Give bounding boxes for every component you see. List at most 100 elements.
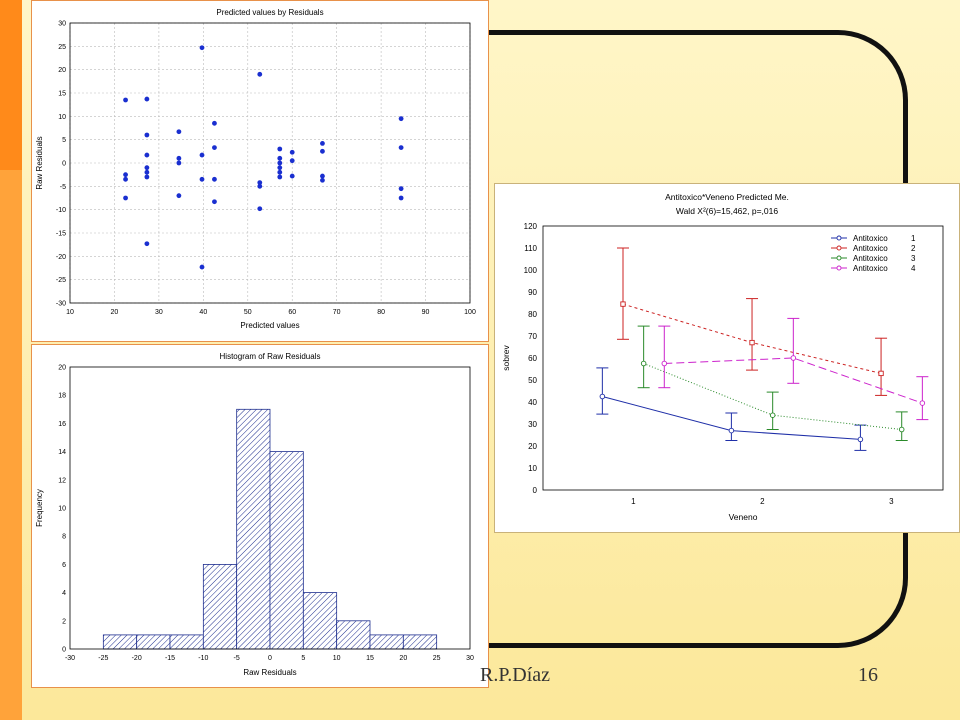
y-tick-label: 25 [58,44,66,51]
data-point [257,183,263,189]
legend-swatch-marker [836,235,842,241]
data-marker [620,301,626,307]
y-tick-label: 20 [58,365,66,372]
y-axis-label: Frequency [35,489,44,527]
histogram-bar [369,634,404,650]
data-point [212,145,217,151]
data-point [320,177,325,183]
data-point [398,116,404,122]
legend-level: 2 [911,244,916,253]
chart-subtitle: Wald X²(6)=15,462, p=,016 [676,206,778,216]
legend-level: 1 [911,234,916,243]
data-point [320,141,325,146]
data-point [398,195,404,201]
x-tick-label: -30 [65,655,75,662]
x-tick-label: 30 [155,309,163,316]
x-tick-label: 5 [301,655,305,662]
x-axis-label: Raw Residuals [243,668,296,677]
legend-swatch-marker [836,255,842,261]
data-marker [898,426,905,433]
x-tick-label: 10 [66,309,74,316]
x-tick-label: 0 [268,655,272,662]
data-point [277,155,283,161]
slide-accent-top [0,0,22,170]
data-point [144,169,150,175]
data-point [289,158,295,164]
y-tick-label: 14 [58,449,66,456]
chart-title: Antitoxico*Veneno Predicted Me. [665,192,789,202]
y-tick-label: 100 [524,266,538,275]
data-marker [769,412,776,418]
histogram-bar [236,408,271,650]
y-tick-label: 4 [62,590,66,597]
series-line [664,357,923,404]
legend-swatch-marker [836,245,842,251]
data-marker [857,436,864,443]
legend-level: 4 [911,264,916,273]
y-tick-label: 70 [528,332,537,341]
x-tick-label: 2 [760,497,765,506]
y-tick-label: 0 [533,486,538,495]
data-marker [878,370,884,377]
x-tick-label: 90 [422,309,430,316]
y-tick-label: -15 [56,231,66,238]
x-axis-label: Predicted values [240,321,299,330]
data-point [144,132,150,138]
data-point [123,176,128,182]
x-tick-label: 40 [199,309,207,316]
x-tick-label: 15 [366,655,374,662]
x-tick-label: 1 [631,497,636,506]
data-marker [790,355,797,361]
y-tick-label: -30 [56,301,66,308]
x-tick-label: -25 [98,655,108,662]
scatter-chart-panel: Predicted values by Residuals 10 20 30 40 50 6… [31,0,489,342]
y-tick-label: -20 [56,254,66,261]
histogram-bar [202,563,238,650]
x-tick-label: 25 [433,655,441,662]
histogram-bar [102,634,138,650]
data-marker [599,393,606,400]
chart-title: Predicted values by Residuals [216,8,323,17]
y-axis-label: sobrev [501,344,511,370]
x-tick-label: -5 [234,655,240,662]
x-tick-label: 20 [399,655,407,662]
data-point [320,173,325,179]
data-point [212,120,217,126]
y-tick-label: 16 [58,421,66,428]
y-axis-label: Raw Residuals [35,136,44,189]
y-tick-label: -10 [56,207,66,214]
data-point [123,97,128,103]
data-point [257,71,263,77]
data-point [398,145,404,151]
data-point [398,186,404,192]
data-point [176,193,182,199]
y-tick-label: 6 [62,562,66,569]
histogram-bar [302,592,338,650]
y-tick-label: 5 [62,137,66,144]
plot-frame [69,22,471,304]
legend-label: Antitoxico [853,244,888,253]
data-point [176,155,182,161]
data-marker [661,360,668,367]
x-tick-label: -15 [165,655,175,662]
histogram-chart-panel: Histogram of Raw Residuals -30 -25 -20 -15 -1… [31,344,489,688]
data-point [144,241,150,247]
data-point [144,152,150,158]
x-tick-label: 3 [889,497,894,506]
means-line-chart: Antitoxico*Veneno Predicted Me. Wald X²(6… [501,192,944,522]
data-marker [728,427,735,434]
y-tick-label: -5 [60,184,66,191]
histogram-bar [136,634,171,650]
x-axis-label: Veneno [729,512,758,522]
data-point [199,176,205,182]
histogram-chart: Histogram of Raw Residuals -30 -25 -20 -15 -1… [35,352,474,677]
legend-label: Antitoxico [853,264,888,273]
histogram-bar [169,634,204,650]
data-point [199,45,205,51]
data-point [289,173,295,179]
chart-title: Histogram of Raw Residuals [220,352,321,361]
y-tick-label: 60 [528,354,537,363]
y-tick-label: 12 [58,477,66,484]
y-tick-label: -25 [56,277,66,284]
